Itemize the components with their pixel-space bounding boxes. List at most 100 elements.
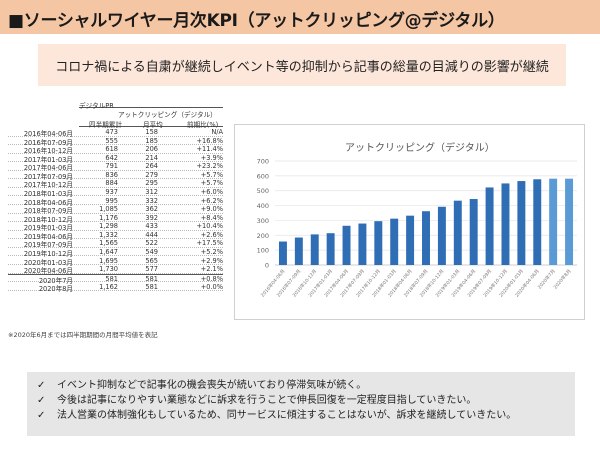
chart-bar (549, 178, 558, 265)
check-icon: ✓ (37, 410, 46, 421)
row-pct: +5.7% (200, 179, 223, 188)
chart-bar (326, 233, 335, 265)
row-period: 2019年07-09月 (23, 241, 73, 250)
table-row: 2016年10-12月 618 206 +11.4% (8, 145, 223, 155)
row-total: 836 (105, 170, 118, 179)
check-icon: ✓ (37, 395, 46, 406)
table-row: 2016年04-06月 473 158 N/A (8, 128, 223, 138)
row-avg: 549 (145, 247, 158, 256)
row-avg: 214 (145, 153, 158, 162)
row-total: 1,565 (99, 239, 118, 248)
row-pct: +11.4% (196, 145, 223, 154)
chart-bar (485, 187, 494, 265)
row-total: 1,085 (99, 205, 118, 214)
row-period: 2016年07-09月 (23, 138, 73, 147)
row-total: 618 (105, 145, 118, 154)
row-pct: +5.7% (200, 170, 223, 179)
chart-bar (374, 221, 383, 265)
row-avg: 279 (145, 170, 158, 179)
chart-bar (310, 234, 319, 265)
table-row: 2018年10-12月 1,176 392 +8.4% (8, 213, 223, 224)
row-pct: +5.2% (200, 247, 223, 256)
row-pct: +2.1% (200, 265, 223, 274)
row-total: 1,695 (99, 256, 118, 265)
table-row: 2018年04-06月 995 332 +6.2% (8, 196, 223, 207)
column-header-avg: 月平均 (143, 121, 163, 129)
row-pct: +6.0% (200, 187, 223, 196)
chart-bar (517, 181, 526, 265)
row-pct: +8.4% (200, 213, 223, 222)
column-header-total: 四半期累計 (89, 121, 122, 129)
row-total: 1,162 (99, 282, 118, 291)
row-period: 2020年01-03月 (23, 258, 73, 267)
row-period: 2020年7月 (38, 276, 73, 285)
comment-item: ✓ イベント抑制などで記事化の機会喪失が続いており停滞気味が続く。 (37, 376, 366, 391)
table-row: 2018年01-03月 937 312 +6.0% (8, 187, 223, 198)
chart-bar (453, 200, 462, 265)
row-avg: 522 (145, 239, 158, 248)
row-avg: 264 (145, 162, 158, 171)
row-period: 2018年01-03月 (23, 189, 73, 198)
row-total: 1,647 (99, 247, 118, 256)
row-pct: +6.2% (200, 196, 223, 205)
row-pct: +10.4% (196, 222, 223, 231)
comment-box: ✓ イベント抑制などで記事化の機会喪失が続いており停滞気味が続く。 ✓ 今後は記事に… (27, 372, 575, 436)
check-icon: ✓ (37, 380, 46, 391)
row-pct: +9.0% (200, 205, 223, 214)
row-total: 555 (105, 136, 118, 145)
row-period: 2019年10-12月 (23, 249, 73, 258)
table-row: 2020年8月 1,162 581 +0.0% (8, 282, 223, 293)
row-avg: 392 (145, 213, 158, 222)
chart-bar (358, 223, 367, 265)
y-tick-label: 100 (257, 247, 269, 255)
table-row: 2019年07-09月 1,565 522 +17.5% (8, 239, 223, 250)
row-total: 581 (105, 274, 118, 283)
chart-bar (278, 241, 287, 265)
table-row: 2016年07-09月 555 185 +16.8% (8, 136, 223, 147)
chart-bar (342, 225, 351, 265)
table-row: 2019年10-12月 1,647 549 +5.2% (8, 247, 223, 258)
row-total: 1,298 (99, 222, 118, 231)
bar-chart: 01002003004005006007002016年04-06月2016年07… (257, 158, 577, 299)
table-row: 2020年04-06月 1,730 577 +2.1% (8, 265, 223, 275)
row-total: 642 (105, 153, 118, 162)
chart-bar (437, 206, 446, 265)
table-column-headers: 四半期累計 月平均 前期比(%) (79, 118, 223, 129)
row-period: 2019年01-03月 (23, 224, 73, 233)
table-row: 2017年07-09月 836 279 +5.7% (8, 170, 223, 181)
row-total: 791 (105, 162, 118, 171)
row-total: 473 (105, 128, 118, 136)
table-row: 2020年7月 581 581 +0.8% (8, 273, 223, 285)
y-tick-label: 200 (257, 232, 269, 240)
row-avg: 185 (145, 136, 158, 145)
comment-text: イベント抑制などで記事化の機会喪失が続いており停滞気味が続く。 (57, 380, 367, 391)
row-total: 1,176 (99, 213, 118, 222)
page-title: ■ソーシャルワイヤー月次KPI（アットクリッピング@デジタル） (8, 11, 505, 31)
row-avg: 581 (145, 282, 158, 291)
comment-text: 法人営業の体制強化もしているため、同サービスに傾注することはないが、訴求を継続し… (57, 410, 517, 421)
chart-bar (533, 179, 542, 265)
table-row: 2017年01-03月 642 214 +3.9% (8, 153, 223, 164)
row-total: 1,730 (99, 265, 118, 274)
row-avg: 312 (145, 187, 158, 196)
row-period: 2017年07-09月 (23, 172, 73, 181)
title-bar: ■ソーシャルワイヤー月次KPI（アットクリッピング@デジタル） (0, 0, 600, 34)
table-row: 2017年10-12月 884 295 +5.7% (8, 179, 223, 190)
chart-bar (406, 215, 415, 265)
row-period: 2017年04-06月 (23, 164, 73, 173)
table-group-label: デジタルPR (79, 100, 223, 110)
chart-title: アットクリッピング（デジタル） (345, 143, 495, 154)
row-period: 2017年10-12月 (23, 181, 73, 190)
row-period: 2017年01-03月 (23, 155, 73, 164)
chart-bar (422, 211, 430, 265)
row-avg: 581 (145, 274, 158, 283)
table-service-label: アットクリッピング（デジタル） (118, 111, 217, 119)
row-pct: +2.9% (200, 256, 223, 265)
row-avg: 433 (145, 222, 158, 231)
table-row: 2019年04-06月 1,332 444 +2.6% (8, 231, 223, 241)
table-row: 2020年01-03月 1,695 565 +2.9% (8, 256, 223, 267)
comment-item: ✓ 今後は記事になりやすい業態などに訴求を行うことで伸長回復を一定程度目指していき… (37, 391, 476, 406)
chart-bar (390, 218, 399, 265)
row-avg: 158 (145, 128, 158, 136)
row-period: 2020年8月 (38, 284, 73, 293)
